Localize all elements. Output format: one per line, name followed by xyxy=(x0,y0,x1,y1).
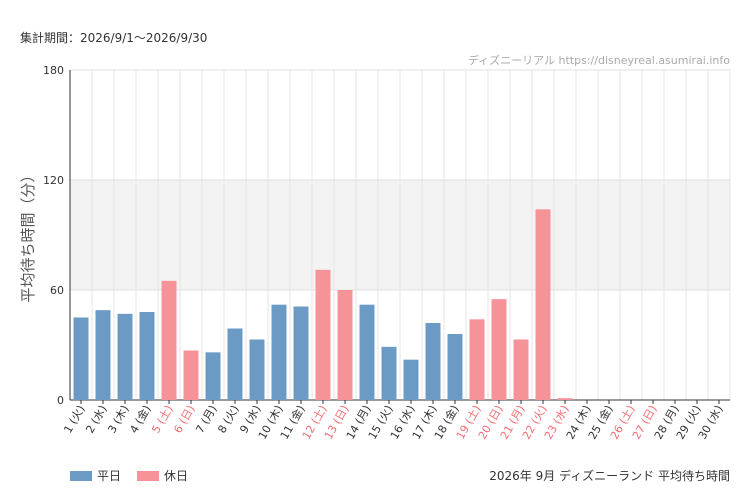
y-tick-label: 60 xyxy=(50,284,64,297)
x-tick-label: 3 (木) xyxy=(105,403,131,436)
bar-9 xyxy=(249,339,265,400)
x-tick-label: 5 (土) xyxy=(149,403,175,436)
site-credit: ディズニーリアル https://disneyreal.asumirai.inf… xyxy=(467,54,730,67)
y-tick-label: 120 xyxy=(43,174,64,187)
legend-swatch-weekday xyxy=(70,470,92,481)
y-tick-label: 180 xyxy=(43,64,64,77)
legend-label-holiday: 休日 xyxy=(164,469,189,483)
legend: 平日 休日 xyxy=(70,467,204,484)
aggregation-period: 集計期間：2026/9/1～2026/9/30 xyxy=(20,31,208,45)
bar-4 xyxy=(139,312,155,400)
bar-7 xyxy=(205,352,221,400)
bar-2 xyxy=(95,310,111,400)
bar-10 xyxy=(271,304,287,400)
bar-23 xyxy=(557,398,573,400)
x-tick-label: 4 (金) xyxy=(126,403,153,436)
bar-14 xyxy=(359,304,375,400)
bar-18 xyxy=(447,334,463,400)
bar-6 xyxy=(183,350,199,400)
x-tick-label: 1 (火) xyxy=(61,403,87,436)
x-tick-label: 7 (月) xyxy=(193,403,219,436)
x-tick-label: 2 (水) xyxy=(83,403,109,436)
bar-1 xyxy=(73,317,89,400)
bar-21 xyxy=(513,339,529,400)
bar-17 xyxy=(425,323,441,400)
bar-5 xyxy=(161,280,177,400)
x-tick-label: 8 (火) xyxy=(215,403,241,436)
legend-item-weekday: 平日 xyxy=(70,467,121,484)
y-tick-label: 0 xyxy=(57,394,64,407)
bar-16 xyxy=(403,359,419,400)
chart-footer-title: 2026年 9月 ディズニーランド 平均待ち時間 xyxy=(489,469,730,483)
bar-15 xyxy=(381,346,397,400)
bar-20 xyxy=(491,299,507,400)
bar-3 xyxy=(117,313,133,400)
bar-12 xyxy=(315,269,331,400)
x-tick-label: 6 (日) xyxy=(171,403,197,436)
bar-13 xyxy=(337,290,353,400)
legend-item-holiday: 休日 xyxy=(137,467,188,484)
bar-22 xyxy=(535,209,551,400)
legend-swatch-holiday xyxy=(137,470,160,481)
bar-8 xyxy=(227,328,243,400)
y-axis-label: 平均待ち時間（分） xyxy=(19,167,37,302)
legend-label-weekday: 平日 xyxy=(97,469,122,483)
bar-19 xyxy=(469,319,485,400)
bar-11 xyxy=(293,306,309,400)
